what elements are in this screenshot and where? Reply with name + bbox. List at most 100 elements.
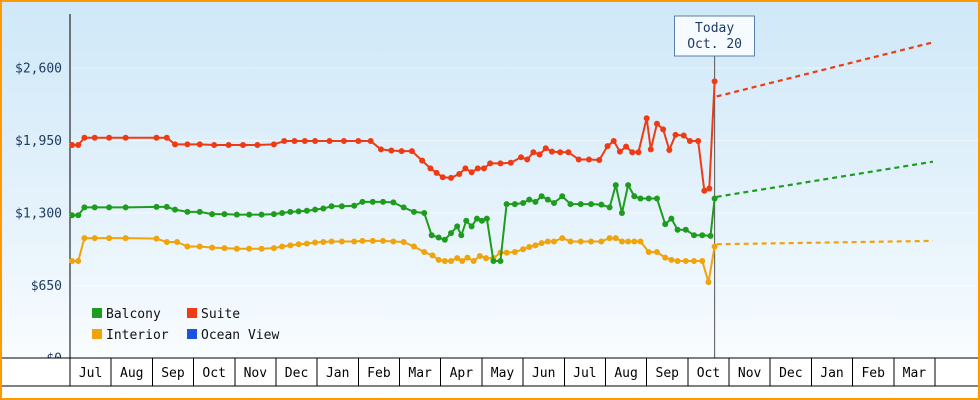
month-label: Jul	[79, 366, 102, 381]
data-point	[598, 201, 605, 208]
series-interior	[69, 235, 933, 286]
data-point	[448, 174, 455, 181]
data-point	[221, 245, 228, 252]
data-point	[507, 159, 514, 166]
data-point	[184, 243, 191, 250]
data-point	[153, 134, 160, 141]
month-label: Jan	[326, 366, 349, 381]
data-point	[196, 243, 203, 250]
month-label: May	[491, 366, 515, 381]
data-point	[711, 78, 718, 85]
data-point	[122, 204, 129, 211]
data-point	[682, 257, 689, 264]
data-point	[122, 134, 129, 141]
data-point	[390, 199, 397, 206]
data-point	[291, 138, 298, 145]
month-label: Mar	[408, 366, 432, 381]
data-point	[246, 211, 253, 218]
data-point	[625, 182, 632, 189]
data-point	[464, 254, 471, 261]
data-point	[706, 185, 713, 192]
data-point	[75, 141, 82, 148]
data-point	[211, 141, 218, 148]
data-point	[588, 238, 595, 245]
data-point	[662, 254, 669, 261]
data-point	[240, 141, 246, 148]
data-point	[532, 242, 539, 249]
data-point	[637, 238, 644, 245]
month-label: Aug	[614, 366, 637, 381]
data-point	[610, 138, 617, 145]
data-point	[536, 151, 543, 158]
legend-label: Balcony	[106, 307, 161, 322]
data-point	[618, 210, 625, 216]
data-point	[338, 238, 345, 245]
data-point	[557, 149, 564, 156]
data-point	[69, 141, 76, 148]
data-point	[653, 195, 660, 202]
month-label: Mar	[903, 366, 927, 381]
data-point	[184, 141, 191, 148]
today-date: Oct. 20	[687, 37, 742, 52]
data-point	[575, 156, 582, 163]
data-point	[520, 199, 527, 206]
y-axis-label: $1,950	[15, 134, 62, 149]
data-point	[359, 237, 366, 244]
data-point	[270, 245, 277, 252]
data-point	[701, 187, 708, 194]
data-point	[691, 257, 698, 264]
data-point	[468, 223, 475, 230]
data-point	[637, 195, 644, 202]
data-point	[672, 131, 679, 138]
legend-item-interior: Interior	[92, 328, 169, 343]
data-point	[604, 143, 611, 150]
data-point	[303, 240, 310, 247]
data-point	[279, 243, 286, 250]
data-point	[163, 239, 170, 245]
month-label: Sep	[161, 366, 185, 381]
data-point	[81, 134, 88, 141]
data-point	[233, 245, 240, 252]
data-point	[625, 238, 632, 245]
data-point	[312, 239, 319, 246]
data-point	[184, 208, 191, 215]
data-point	[69, 257, 76, 264]
legend-swatch	[92, 329, 102, 339]
month-label: Dec	[285, 366, 308, 381]
data-point	[254, 141, 261, 148]
legend-swatch	[187, 329, 197, 339]
data-point	[91, 204, 98, 211]
data-point	[586, 156, 592, 163]
legend-item-ocean-view: Ocean View	[187, 328, 279, 343]
data-point	[351, 238, 358, 245]
data-point	[577, 201, 584, 208]
data-point	[674, 226, 681, 233]
data-point	[377, 146, 384, 153]
month-label: Feb	[367, 366, 391, 381]
today-annotation-box	[674, 15, 756, 57]
data-point	[435, 256, 442, 263]
month-label: Dec	[779, 366, 802, 381]
data-point	[511, 249, 518, 256]
data-point	[524, 156, 531, 163]
data-point	[359, 198, 366, 205]
data-point	[631, 193, 638, 200]
data-point	[421, 249, 428, 256]
data-point	[473, 215, 480, 222]
data-point	[497, 257, 504, 264]
data-point	[369, 237, 376, 244]
data-point	[588, 201, 595, 208]
data-point	[295, 208, 302, 215]
data-point	[487, 160, 494, 167]
data-point	[270, 141, 277, 148]
data-point	[612, 182, 619, 189]
month-label: Apr	[450, 366, 474, 381]
data-point	[328, 203, 335, 210]
data-point	[668, 215, 675, 222]
data-point	[439, 174, 446, 181]
data-point	[459, 257, 466, 264]
month-axis-row	[2, 358, 978, 386]
data-point	[400, 204, 407, 211]
data-point	[707, 232, 714, 239]
